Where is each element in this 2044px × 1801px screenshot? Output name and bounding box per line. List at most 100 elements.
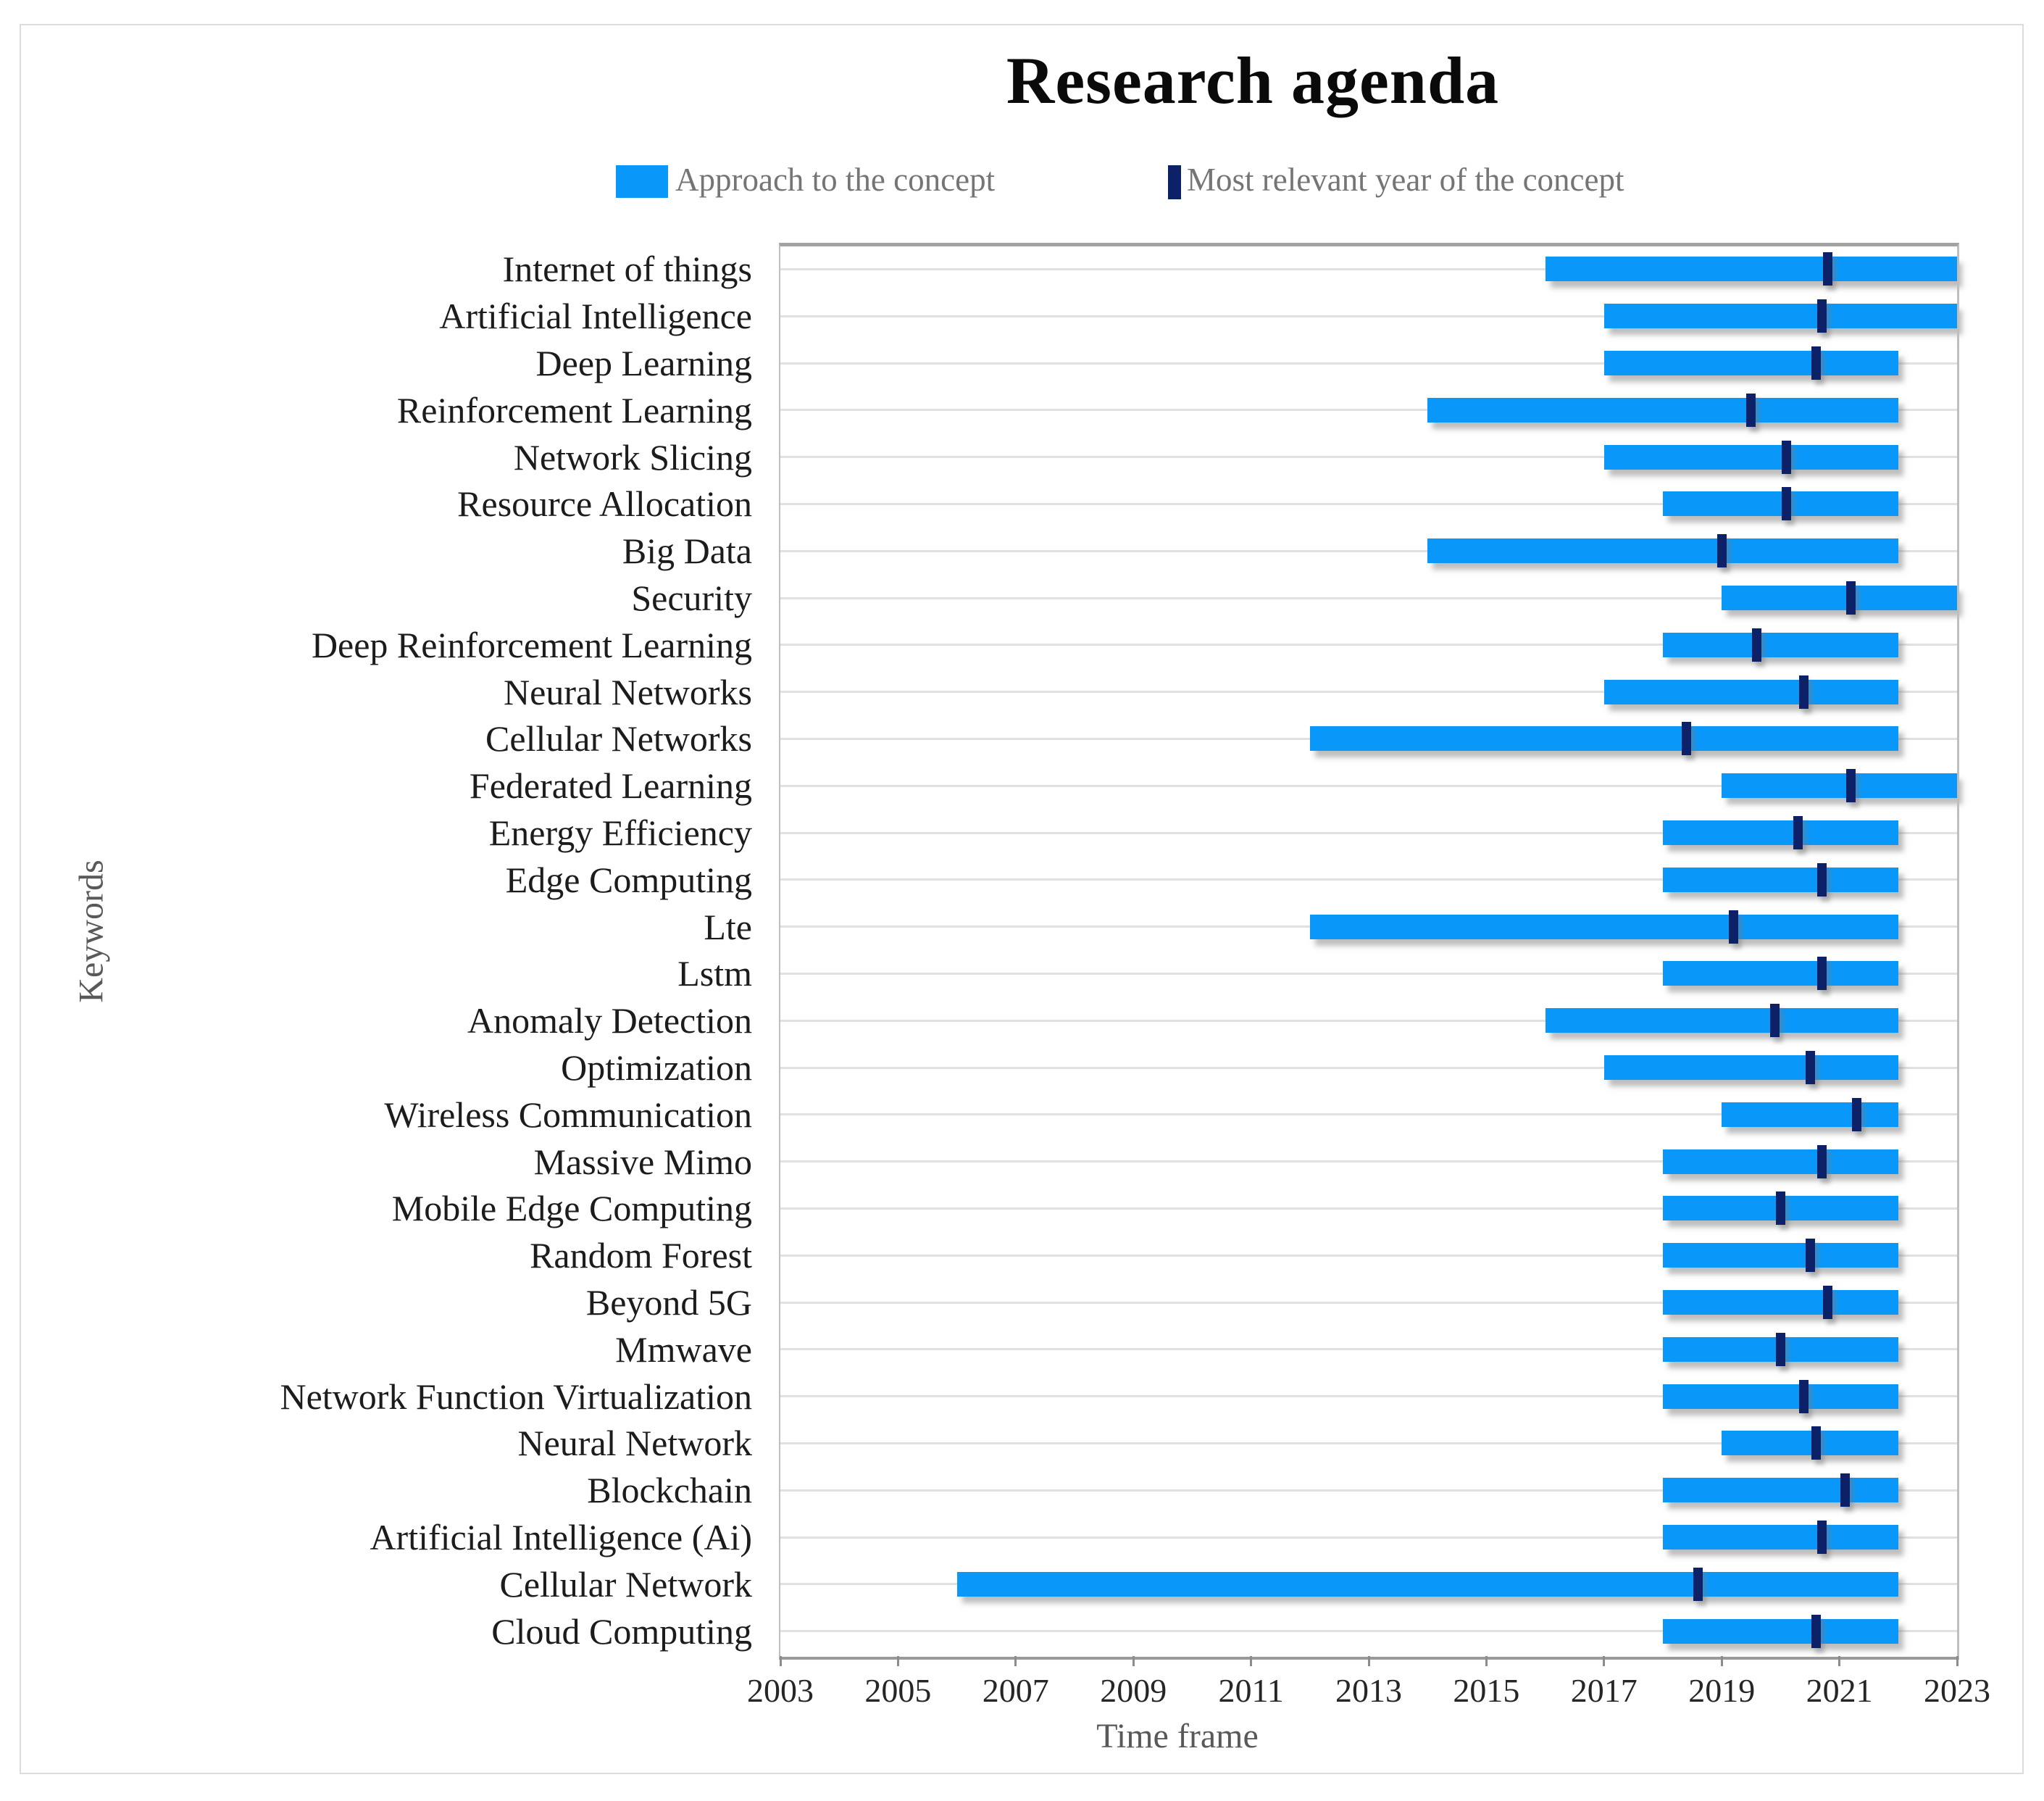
most-relevant-year-marker-cellular-network: [1693, 1567, 1703, 1601]
x-axis-tick-label-2023: 2023: [1924, 1672, 1990, 1709]
y-axis-label-lte: Lte: [704, 906, 752, 947]
y-axis-label-artificial-intelligence-ai: Artificial Intelligence (Ai): [370, 1517, 752, 1557]
x-axis-tick-label-2003: 2003: [747, 1672, 814, 1709]
gridline: [780, 1630, 1957, 1633]
gridline: [780, 1442, 1957, 1444]
x-axis-tick-label-2011: 2011: [1218, 1672, 1284, 1709]
bar-artificial-intelligence: [1603, 304, 1957, 329]
most-relevant-year-marker-big-data: [1716, 534, 1727, 568]
most-relevant-year-marker-blockchain: [1840, 1473, 1851, 1507]
x-axis-tick: [1720, 1656, 1723, 1666]
gridline: [780, 1301, 1957, 1304]
most-relevant-year-marker-anomaly-detection: [1769, 1004, 1780, 1038]
x-axis-tick: [1956, 1656, 1959, 1666]
x-axis-tick-label-2007: 2007: [982, 1672, 1049, 1709]
y-axis-label-network-function-virtualization: Network Function Virtualization: [280, 1376, 752, 1417]
x-axis-tick-label-2015: 2015: [1453, 1672, 1520, 1709]
bar-resource-allocation: [1663, 491, 1898, 517]
gridline: [780, 784, 1957, 787]
most-relevant-year-marker-cloud-computing: [1811, 1614, 1821, 1648]
gridline: [780, 1254, 1957, 1257]
bar-neural-networks: [1603, 679, 1898, 704]
gridline: [780, 691, 1957, 694]
bar-lstm: [1663, 961, 1898, 986]
x-axis-tick: [1367, 1656, 1370, 1666]
gridline: [780, 315, 1957, 317]
gridline: [780, 409, 1957, 412]
most-relevant-year-marker-deep-reinforcement-learning: [1752, 628, 1762, 662]
y-axis-label-reinforcement-learning: Reinforcement Learning: [396, 389, 752, 431]
y-axis-label-deep-reinforcement-learning: Deep Reinforcement Learning: [311, 624, 752, 665]
gridline: [780, 878, 1957, 881]
most-relevant-year-marker-internet-of-things: [1822, 252, 1832, 286]
bar-random-forest: [1663, 1243, 1898, 1268]
x-axis-tick-label-2019: 2019: [1688, 1672, 1756, 1709]
most-relevant-year-marker-network-function-virtualization: [1799, 1379, 1809, 1413]
y-axis-label-blockchain: Blockchain: [587, 1470, 752, 1511]
most-relevant-year-marker-artificial-intelligence-ai: [1816, 1521, 1827, 1554]
gridline: [780, 267, 1957, 270]
relevant-year-color-swatch: [1168, 165, 1181, 199]
bar-optimization: [1603, 1055, 1898, 1080]
gridline: [780, 456, 1957, 459]
most-relevant-year-marker-network-slicing: [1782, 440, 1792, 474]
most-relevant-year-marker-cellular-networks: [1681, 722, 1691, 756]
y-axis-label-artificial-intelligence: Artificial Intelligence: [439, 296, 752, 337]
bar-network-function-virtualization: [1663, 1384, 1898, 1409]
gridline: [780, 1019, 1957, 1022]
bar-artificial-intelligence-ai: [1663, 1525, 1898, 1550]
y-axis-label-big-data: Big Data: [622, 531, 752, 572]
most-relevant-year-marker-mmwave: [1775, 1332, 1785, 1366]
most-relevant-year-marker-beyond-5g: [1822, 1286, 1832, 1319]
most-relevant-year-marker-security: [1846, 581, 1856, 615]
bar-massive-mimo: [1663, 1149, 1898, 1174]
x-axis-tick-label-2017: 2017: [1570, 1672, 1638, 1709]
bar-deep-learning: [1603, 351, 1898, 375]
x-axis-tick: [1250, 1656, 1253, 1666]
x-axis-tick: [1132, 1656, 1135, 1666]
most-relevant-year-marker-neural-network: [1811, 1426, 1821, 1460]
gridline: [780, 502, 1957, 505]
legend-label-approach: Approach to the concept: [675, 162, 996, 198]
bar-energy-efficiency: [1663, 820, 1898, 845]
bar-anomaly-detection: [1545, 1008, 1898, 1033]
y-axis-label-cloud-computing: Cloud Computing: [491, 1610, 752, 1652]
x-axis-tick: [1838, 1656, 1841, 1666]
gridline: [780, 1066, 1957, 1069]
y-axis-label-random-forest: Random Forest: [530, 1235, 752, 1276]
y-axis-label-optimization: Optimization: [561, 1047, 752, 1088]
gridline: [780, 1113, 1957, 1116]
bar-reinforcement-learning: [1427, 397, 1898, 423]
most-relevant-year-marker-reinforcement-learning: [1746, 393, 1756, 427]
y-axis-label-resource-allocation: Resource Allocation: [457, 483, 752, 525]
y-axis-label-anomaly-detection: Anomaly Detection: [467, 1000, 752, 1041]
y-axis-label-lstm: Lstm: [677, 953, 752, 994]
most-relevant-year-marker-edge-computing: [1816, 862, 1827, 897]
y-axis-label-security: Security: [631, 578, 752, 618]
y-axis-label-deep-learning: Deep Learning: [535, 343, 752, 383]
y-axis-label-internet-of-things: Internet of things: [502, 249, 752, 290]
x-axis-tick: [1603, 1656, 1606, 1666]
bar-neural-network: [1722, 1431, 1898, 1456]
most-relevant-year-marker-federated-learning: [1846, 769, 1856, 803]
x-axis-tick-label-2021: 2021: [1806, 1672, 1873, 1709]
most-relevant-year-marker-artificial-intelligence: [1816, 299, 1827, 333]
y-axis-label-beyond-5g: Beyond 5G: [585, 1282, 752, 1323]
y-axis-label-edge-computing: Edge Computing: [505, 859, 752, 900]
bar-cloud-computing: [1663, 1618, 1898, 1644]
bar-beyond-5g: [1663, 1290, 1898, 1315]
bar-blockchain: [1663, 1478, 1898, 1503]
bar-big-data: [1427, 538, 1898, 564]
x-axis-tick-label-2005: 2005: [864, 1672, 932, 1709]
bar-cellular-network: [956, 1571, 1898, 1597]
bar-lte: [1309, 914, 1898, 939]
bar-wireless-communication: [1722, 1102, 1898, 1127]
bar-federated-learning: [1722, 773, 1957, 799]
most-relevant-year-marker-lstm: [1816, 957, 1827, 991]
y-axis-label-wireless-communication: Wireless Communication: [384, 1094, 752, 1135]
x-axis-tick-label-2009: 2009: [1100, 1672, 1167, 1709]
y-axis-label-mobile-edge-computing: Mobile Edge Computing: [391, 1188, 752, 1229]
gridline: [780, 1207, 1957, 1210]
gridline: [780, 1536, 1957, 1539]
